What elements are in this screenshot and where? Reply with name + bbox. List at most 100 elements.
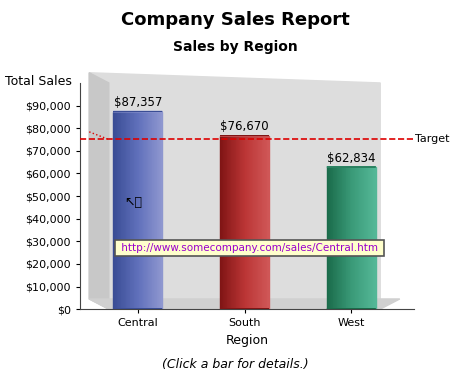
Bar	[373, 167, 374, 309]
Bar	[141, 112, 142, 309]
Bar	[160, 112, 161, 309]
Bar	[130, 112, 131, 309]
Bar	[250, 136, 251, 309]
Text: $87,357: $87,357	[114, 96, 162, 109]
Bar	[349, 167, 350, 309]
Bar	[228, 136, 229, 309]
Bar	[254, 136, 255, 309]
Bar	[146, 112, 147, 309]
X-axis label: Region: Region	[225, 334, 268, 347]
Bar	[138, 112, 139, 309]
Bar	[243, 136, 244, 309]
Bar	[123, 112, 124, 309]
Bar	[360, 167, 361, 309]
Bar	[225, 136, 226, 309]
Bar	[371, 167, 372, 309]
Bar	[129, 112, 130, 309]
Bar	[235, 136, 236, 309]
Bar	[350, 167, 351, 309]
Bar	[343, 167, 344, 309]
Text: $76,670: $76,670	[220, 120, 269, 133]
Bar	[334, 167, 335, 309]
Text: Sales by Region: Sales by Region	[172, 40, 298, 54]
Polygon shape	[89, 299, 400, 309]
Bar	[268, 136, 269, 309]
Bar	[332, 167, 333, 309]
Bar	[132, 112, 133, 309]
Bar	[117, 112, 118, 309]
Bar	[329, 167, 330, 309]
Text: $62,834: $62,834	[327, 152, 376, 165]
Bar	[372, 167, 373, 309]
Bar	[258, 136, 259, 309]
Bar	[126, 112, 127, 309]
Bar	[237, 136, 238, 309]
Bar	[261, 136, 262, 309]
Bar	[238, 136, 239, 309]
Bar	[347, 167, 348, 309]
Bar	[226, 136, 227, 309]
Bar	[262, 136, 263, 309]
Bar	[239, 136, 240, 309]
Bar	[159, 112, 160, 309]
Bar	[366, 167, 367, 309]
Bar	[356, 167, 357, 309]
Bar	[236, 136, 237, 309]
Bar	[337, 167, 338, 309]
Bar	[246, 136, 247, 309]
Bar	[153, 112, 154, 309]
Bar	[145, 112, 146, 309]
Bar	[365, 167, 366, 309]
Bar	[248, 136, 249, 309]
Bar	[114, 112, 115, 309]
Bar	[221, 136, 222, 309]
Bar	[232, 136, 233, 309]
Bar	[156, 112, 157, 309]
Bar	[345, 167, 346, 309]
Bar	[374, 167, 375, 309]
Bar	[358, 167, 359, 309]
Bar	[344, 167, 345, 309]
Bar	[346, 167, 347, 309]
Bar	[244, 136, 245, 309]
Text: (Click a bar for details.): (Click a bar for details.)	[162, 359, 308, 371]
Bar	[224, 136, 225, 309]
Bar	[115, 112, 116, 309]
Bar	[339, 167, 340, 309]
Bar	[134, 112, 135, 309]
Bar	[245, 136, 246, 309]
Bar	[341, 167, 342, 309]
Bar	[149, 112, 150, 309]
Bar	[353, 167, 354, 309]
Bar	[229, 136, 230, 309]
Polygon shape	[89, 73, 109, 309]
Bar	[252, 136, 253, 309]
Text: Total Sales: Total Sales	[5, 75, 71, 88]
Bar	[119, 112, 120, 309]
Bar	[367, 167, 368, 309]
Bar	[359, 167, 360, 309]
Bar	[370, 167, 371, 309]
Bar	[263, 136, 264, 309]
Bar	[361, 167, 362, 309]
Bar	[369, 167, 370, 309]
Bar	[227, 136, 228, 309]
Bar	[247, 136, 248, 309]
Bar	[234, 136, 235, 309]
Bar	[137, 112, 138, 309]
Bar	[267, 136, 268, 309]
Bar	[128, 112, 129, 309]
Text: ↖🖱: ↖🖱	[124, 196, 142, 209]
Bar	[355, 167, 356, 309]
Bar	[116, 112, 117, 309]
Bar	[249, 136, 250, 309]
Bar	[241, 136, 242, 309]
Bar	[256, 136, 257, 309]
Bar	[154, 112, 155, 309]
Bar	[336, 167, 337, 309]
Bar	[120, 112, 121, 309]
Bar	[375, 167, 376, 309]
Bar	[364, 167, 365, 309]
Bar	[222, 136, 223, 309]
Bar	[143, 112, 144, 309]
